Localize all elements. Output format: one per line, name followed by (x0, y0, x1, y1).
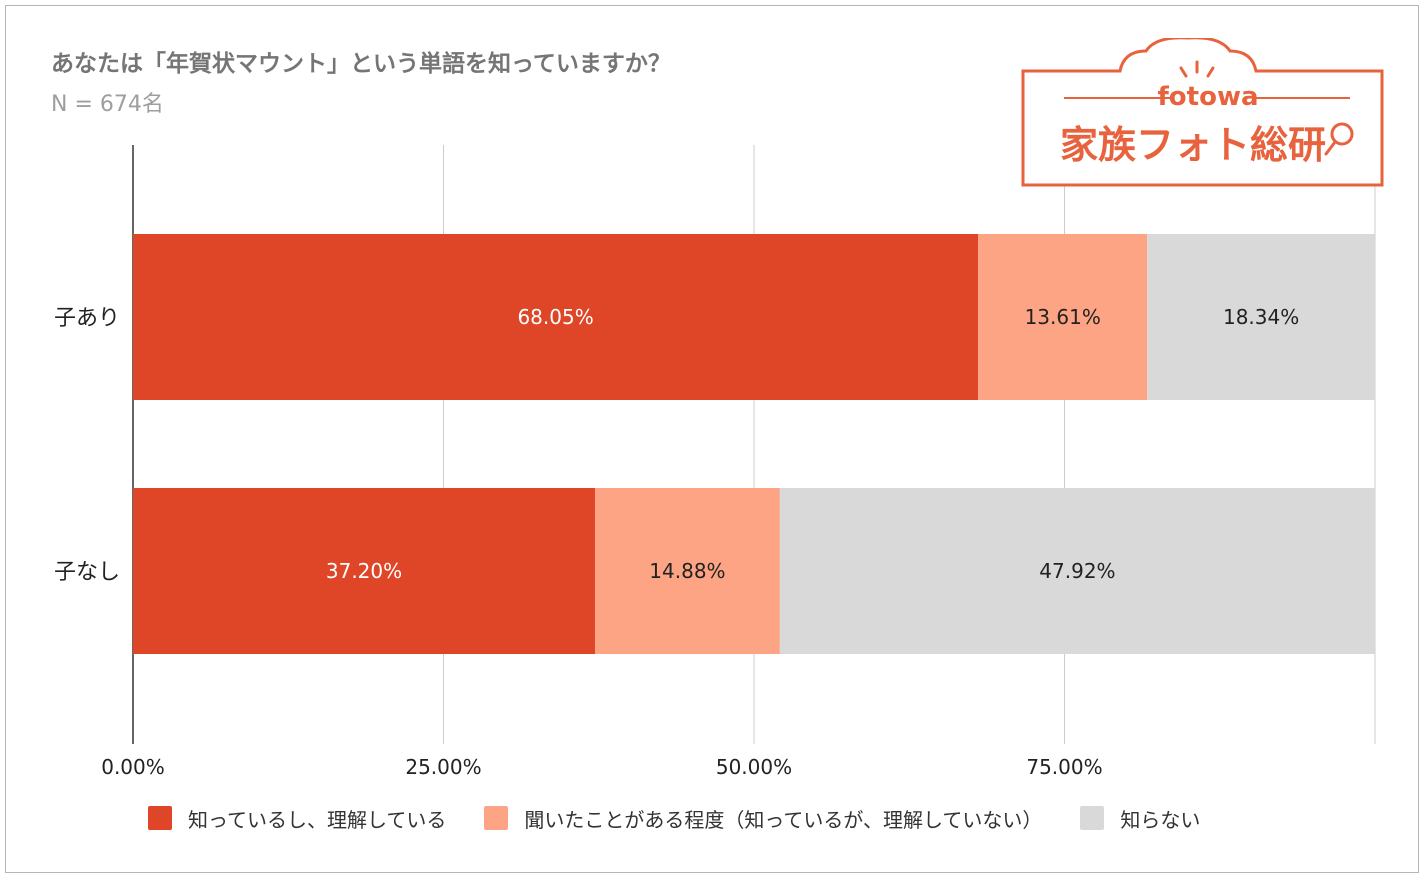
logo-text: 家族フォト総研 (1060, 123, 1326, 167)
magnifier-icon (1330, 122, 1354, 146)
fotowa-logo: fotowa 家族フォト総研 (1020, 36, 1386, 190)
chart-legend: 知っているし、理解している 聞いたことがある程度（知っているが、理解していない） 知… (148, 800, 1238, 836)
legend-swatch-1 (484, 806, 509, 830)
legend-label-2: 知らない (1120, 807, 1201, 832)
bar-1-0 (133, 488, 596, 654)
bars: 68.05% 13.61% 18.34% 37.20% 14.88% 47.92% (133, 234, 1375, 654)
bar-0-0 (133, 234, 979, 400)
legend-item-1: 聞いたことがある程度（知っているが、理解していない） (484, 804, 1042, 833)
bar-1-2 (779, 488, 1375, 654)
data-label-0-2: 18.34% (1223, 305, 1299, 329)
category-label-1: 子なし (54, 560, 120, 585)
x-tick-label-2: 50.00% (716, 755, 792, 779)
logo-graphic: fotowa 家族フォト総研 (1021, 36, 1384, 187)
legend-label-0: 知っているし、理解している (188, 807, 447, 832)
x-tick-label-0: 0.00% (101, 755, 165, 779)
legend-item-0: 知っているし、理解している (148, 804, 446, 833)
logo-brand: fotowa (1157, 82, 1258, 112)
chart-title: あなたは「年賀状マウント」という単語を知っていますか？ (51, 51, 671, 77)
x-tick-labels: 0.00% 25.00% 50.00% 75.00% (101, 755, 1102, 779)
bar-0-1 (978, 234, 1148, 400)
legend-label-1: 聞いたことがある程度（知っているが、理解していない） (524, 807, 1043, 832)
bar-1-1 (595, 488, 780, 654)
data-label-1-2: 47.92% (1039, 559, 1115, 583)
data-label-0-0: 68.05% (517, 305, 593, 329)
data-label-1-1: 14.88% (649, 559, 725, 583)
chart-subtitle: N = 674名 (51, 92, 164, 117)
legend-item-2: 知らない (1080, 804, 1200, 833)
legend-swatch-2 (1080, 806, 1105, 830)
data-label-0-1: 13.61% (1025, 305, 1101, 329)
x-tick-label-1: 25.00% (405, 755, 481, 779)
x-tick-label-3: 75.00% (1026, 755, 1102, 779)
bar-0-2 (1147, 234, 1375, 400)
data-label-1-0: 37.20% (326, 559, 402, 583)
category-label-0: 子あり (54, 306, 120, 331)
legend-swatch-0 (148, 806, 172, 830)
